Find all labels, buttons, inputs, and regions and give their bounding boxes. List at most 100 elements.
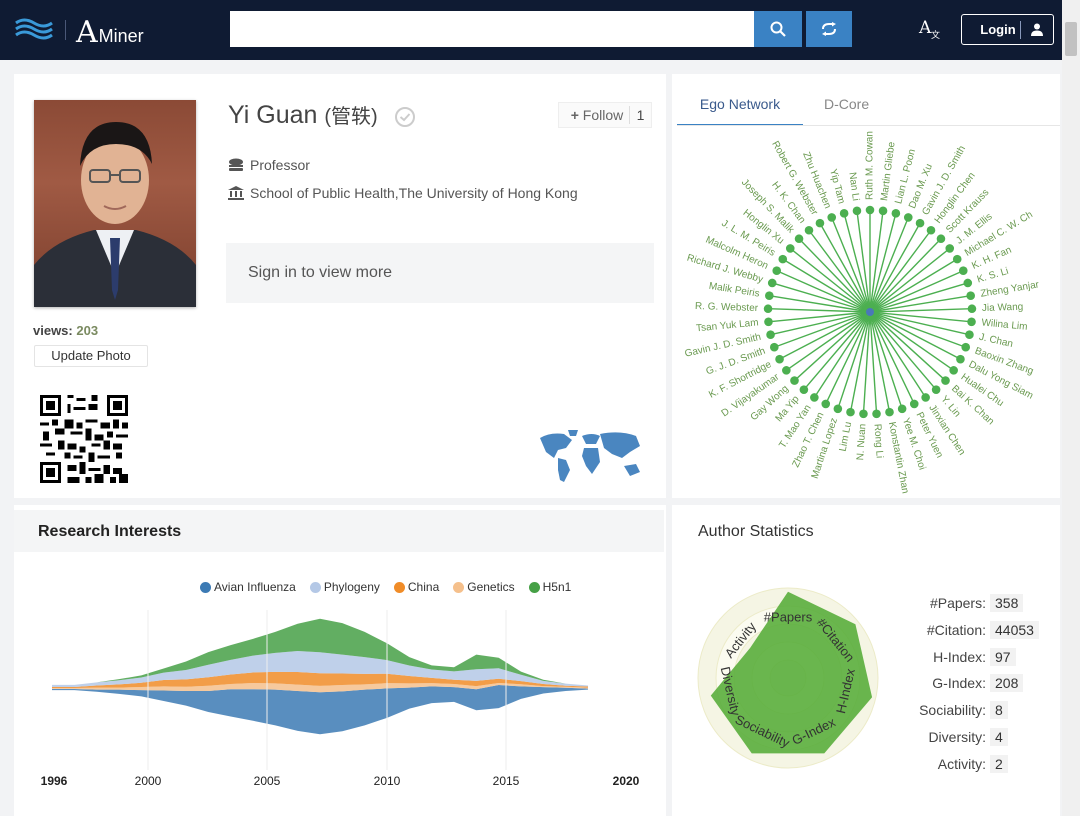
- ego-node[interactable]: [909, 399, 919, 409]
- stream-layer[interactable]: [52, 671, 588, 688]
- legend-item[interactable]: Phylogeny: [309, 580, 380, 594]
- ego-node[interactable]: [790, 376, 799, 385]
- tab-ego-network[interactable]: Ego Network: [677, 96, 803, 126]
- update-photo-button[interactable]: Update Photo: [34, 345, 148, 367]
- research-streamgraph[interactable]: 1996 2000 2005 2010 2015 2020: [14, 600, 666, 800]
- ego-node[interactable]: [966, 291, 975, 301]
- ego-node[interactable]: [772, 266, 782, 276]
- ego-node[interactable]: [764, 317, 773, 327]
- x-tick-label: 2020: [613, 774, 640, 788]
- ego-node[interactable]: [859, 409, 868, 419]
- refresh-button[interactable]: [806, 11, 852, 47]
- ego-node[interactable]: [815, 218, 825, 228]
- stream-layer[interactable]: [52, 651, 588, 687]
- sign-in-prompt[interactable]: Sign in to view more: [226, 243, 654, 303]
- ego-node[interactable]: [765, 291, 774, 301]
- ego-node[interactable]: [963, 278, 973, 288]
- ego-node[interactable]: [897, 404, 907, 414]
- ego-node[interactable]: [931, 385, 941, 394]
- ego-node[interactable]: [778, 254, 788, 264]
- ego-node[interactable]: [821, 399, 831, 409]
- login-button[interactable]: Login: [961, 14, 1054, 45]
- search-button[interactable]: [754, 11, 802, 47]
- legend-dot: [453, 581, 465, 593]
- aminer-logo[interactable]: A Miner: [76, 12, 144, 48]
- ego-node[interactable]: [958, 266, 968, 276]
- legend-dot: [200, 581, 211, 593]
- ego-node-label[interactable]: Nan Li: [846, 172, 861, 202]
- verified-icon[interactable]: [395, 107, 415, 127]
- legend-item[interactable]: Genetics: [453, 580, 515, 594]
- ego-node[interactable]: [891, 209, 901, 218]
- ego-node[interactable]: [794, 234, 804, 244]
- ego-edge: [869, 229, 932, 313]
- ego-node[interactable]: [810, 393, 819, 402]
- ego-node[interactable]: [952, 254, 962, 264]
- ego-node[interactable]: [769, 342, 779, 352]
- position-row: Professor: [228, 157, 310, 173]
- ego-node[interactable]: [785, 244, 795, 253]
- ego-node[interactable]: [846, 407, 855, 417]
- ego-node[interactable]: [782, 366, 791, 375]
- follow-button[interactable]: + Follow 1: [558, 102, 652, 128]
- language-icon[interactable]: A 文: [918, 16, 942, 41]
- search-input[interactable]: [230, 11, 754, 47]
- ego-node-label[interactable]: Jia Wang: [982, 302, 1024, 314]
- logo-icon[interactable]: [14, 14, 54, 44]
- ego-node[interactable]: [967, 304, 977, 314]
- ego-node[interactable]: [967, 317, 976, 327]
- ego-node[interactable]: [961, 342, 971, 352]
- ego-node[interactable]: [926, 225, 936, 235]
- legend-item[interactable]: H5n1: [528, 580, 572, 594]
- legend-label: H5n1: [542, 580, 572, 594]
- ego-node-label[interactable]: N. Nuan: [855, 423, 868, 460]
- ego-edge: [869, 247, 951, 313]
- page-scrollbar[interactable]: [1062, 0, 1080, 816]
- legend-item[interactable]: China: [393, 580, 439, 594]
- stat-label: #Citation:: [926, 621, 986, 638]
- legend-item[interactable]: Avian Influenza: [200, 580, 296, 594]
- ego-node[interactable]: [941, 376, 950, 385]
- ego-node[interactable]: [767, 278, 777, 288]
- ego-node[interactable]: [804, 225, 814, 235]
- ego-node[interactable]: [903, 213, 913, 222]
- ego-node[interactable]: [775, 354, 784, 364]
- ego-node-label[interactable]: Tsan Yuk Lam: [696, 317, 759, 334]
- research-legend: Avian Influenza Phylogeny China Genetics H5n…: [200, 580, 585, 594]
- ego-node-label[interactable]: Malik Peiris: [708, 281, 760, 300]
- ego-node[interactable]: [839, 209, 849, 218]
- ego-node-label[interactable]: Rong Li: [872, 423, 885, 458]
- ego-node[interactable]: [799, 385, 809, 394]
- ego-center-node[interactable]: [866, 308, 874, 316]
- stream-layer[interactable]: [52, 618, 588, 686]
- ego-node-label[interactable]: Wilina Lim: [981, 317, 1028, 332]
- ego-node[interactable]: [945, 244, 955, 253]
- ego-node[interactable]: [763, 304, 773, 314]
- ego-node[interactable]: [827, 213, 837, 222]
- stream-layer[interactable]: [52, 685, 588, 735]
- ego-node[interactable]: [921, 393, 930, 402]
- ego-edge: [831, 217, 871, 313]
- tab-d-core[interactable]: D-Core: [824, 96, 870, 112]
- ego-node[interactable]: [865, 205, 875, 215]
- scrollbar-thumb[interactable]: [1065, 22, 1077, 56]
- stat-value: 8: [990, 701, 1008, 720]
- ego-node[interactable]: [766, 330, 775, 339]
- ego-node[interactable]: [852, 206, 862, 216]
- stat-value: 97: [990, 647, 1016, 666]
- ego-node[interactable]: [885, 407, 894, 417]
- ego-node[interactable]: [949, 366, 958, 375]
- ego-node[interactable]: [872, 409, 881, 419]
- ego-node[interactable]: [965, 330, 974, 339]
- ego-node-label[interactable]: Lim Lu: [838, 421, 855, 453]
- ego-node-label[interactable]: R. G. Webster: [695, 301, 759, 314]
- stream-layer[interactable]: [52, 682, 588, 693]
- ego-node[interactable]: [833, 404, 843, 414]
- ego-node-label[interactable]: Ruth M. Cowan: [865, 131, 876, 200]
- ego-edge: [768, 308, 871, 313]
- ego-node[interactable]: [936, 234, 946, 244]
- ego-node[interactable]: [915, 218, 925, 228]
- ego-node[interactable]: [878, 206, 888, 216]
- ego-node[interactable]: [956, 354, 965, 364]
